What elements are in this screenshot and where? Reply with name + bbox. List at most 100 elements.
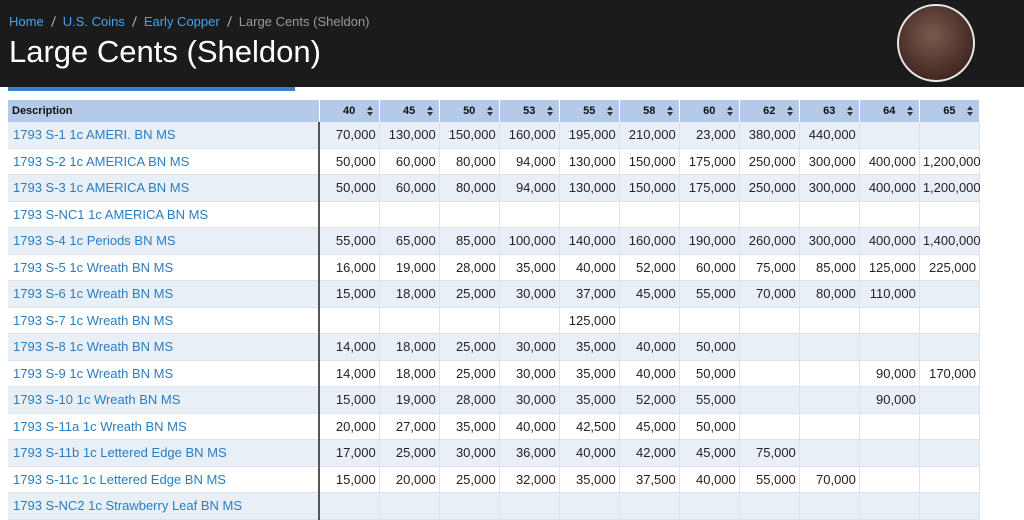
price-cell: 35,000 [439,413,500,440]
column-header[interactable]: Description [8,100,320,122]
column-header[interactable]: 60 [679,100,740,122]
coin-link[interactable]: 1793 S-10 1c Wreath BN MS [8,386,321,414]
coin-link[interactable]: 1793 S-11c 1c Lettered Edge BN MS [8,466,321,493]
price-cell [919,333,981,361]
price-cell: 300,000 [799,174,860,202]
price-cell: 110,000 [859,280,920,308]
price-cell: 160,000 [499,122,560,149]
price-cell [919,386,981,414]
coin-link[interactable]: 1793 S-1 1c AMERI. BN MS [8,122,321,149]
price-cell [799,439,860,467]
price-cell: 1,400,000 [919,227,981,255]
price-cell: 28,000 [439,254,500,281]
table-row: 1793 S-8 1c Wreath BN MS 14,000 18,000 25,0… [8,333,981,361]
price-cell: 150,000 [439,122,500,149]
price-cell [919,439,981,467]
price-cell: 50,000 [679,413,740,440]
price-cell: 60,000 [379,148,440,175]
column-header[interactable]: 62 [739,100,800,122]
price-cell [739,201,800,228]
price-cell [499,307,560,334]
coin-link[interactable]: 1793 S-8 1c Wreath BN MS [8,333,321,361]
price-cell [859,122,920,149]
breadcrumb-link[interactable]: Early Copper [143,14,220,29]
price-cell: 17,000 [319,439,380,467]
table-row: 1793 S-11c 1c Lettered Edge BN MS 15,000 2… [8,466,981,493]
breadcrumb-link[interactable]: U.S. Coins [62,14,125,29]
price-cell [919,280,981,308]
price-cell: 400,000 [859,148,920,175]
price-cell: 20,000 [379,466,440,493]
coin-link[interactable]: 1793 S-5 1c Wreath BN MS [8,254,321,281]
coin-link[interactable]: 1793 S-2 1c AMERICA BN MS [8,148,321,175]
coin-link[interactable]: 1793 S-4 1c Periods BN MS [8,227,321,255]
coin-link[interactable]: 1793 S-3 1c AMERICA BN MS [8,174,321,202]
price-cell [319,307,380,334]
coin-link[interactable]: 1793 S-11b 1c Lettered Edge BN MS [8,439,321,467]
column-header[interactable]: 53 [499,100,560,122]
price-cell: 300,000 [799,148,860,175]
column-header[interactable]: 55 [559,100,620,122]
price-cell: 1,200,000 [919,148,981,175]
coin-link[interactable]: 1793 S-7 1c Wreath BN MS [8,307,321,334]
price-cell: 37,500 [619,466,680,493]
price-cell [799,492,860,520]
price-cell: 400,000 [859,227,920,255]
price-cell: 175,000 [679,148,740,175]
column-header[interactable]: 65 [919,100,981,122]
price-cell: 170,000 [919,360,981,387]
coin-link[interactable]: 1793 S-11a 1c Wreath BN MS [8,413,321,440]
column-header[interactable]: 58 [619,100,680,122]
price-cell [739,360,800,387]
price-cell: 150,000 [619,174,680,202]
coin-image [897,4,975,82]
price-cell: 45,000 [679,439,740,467]
price-cell [739,492,800,520]
price-cell: 30,000 [499,386,560,414]
page-title: Large Cents (Sheldon) [9,34,321,69]
price-cell: 30,000 [499,280,560,308]
price-cell: 19,000 [379,254,440,281]
price-cell: 16,000 [319,254,380,281]
coin-link[interactable]: 1793 S-NC1 1c AMERICA BN MS [8,201,321,228]
price-cell [739,386,800,414]
price-cell: 45,000 [619,413,680,440]
price-cell: 42,500 [559,413,620,440]
coin-link[interactable]: 1793 S-NC2 1c Strawberry Leaf BN MS [8,492,321,520]
column-header[interactable]: 40 [319,100,380,122]
price-cell: 80,000 [799,280,860,308]
price-cell [859,413,920,440]
price-cell [559,201,620,228]
price-cell [679,201,740,228]
price-cell: 15,000 [319,280,380,308]
price-cell [739,333,800,361]
price-cell: 250,000 [739,148,800,175]
price-cell [919,492,981,520]
table-row: 1793 S-6 1c Wreath BN MS 15,000 18,000 25,0… [8,280,981,308]
price-cell [859,466,920,493]
coin-link[interactable]: 1793 S-9 1c Wreath BN MS [8,360,321,387]
coin-link[interactable]: 1793 S-6 1c Wreath BN MS [8,280,321,308]
breadcrumb-link[interactable]: Home [9,14,44,29]
price-cell: 85,000 [799,254,860,281]
column-header[interactable]: 45 [379,100,440,122]
price-cell: 80,000 [439,174,500,202]
price-cell [499,201,560,228]
price-cell: 40,000 [559,439,620,467]
price-cell: 18,000 [379,333,440,361]
price-cell: 36,000 [499,439,560,467]
price-cell: 55,000 [679,280,740,308]
column-header[interactable]: 50 [439,100,500,122]
price-cell: 55,000 [679,386,740,414]
price-cell [499,492,560,520]
table-row: 1793 S-11a 1c Wreath BN MS 20,000 27,000 35… [8,413,981,440]
price-cell: 35,000 [559,466,620,493]
separator [226,16,232,27]
price-cell: 70,000 [799,466,860,493]
price-cell [799,307,860,334]
column-header[interactable]: 64 [859,100,920,122]
price-cell [799,360,860,387]
column-header[interactable]: 63 [799,100,860,122]
price-cell: 18,000 [379,360,440,387]
price-cell [439,201,500,228]
